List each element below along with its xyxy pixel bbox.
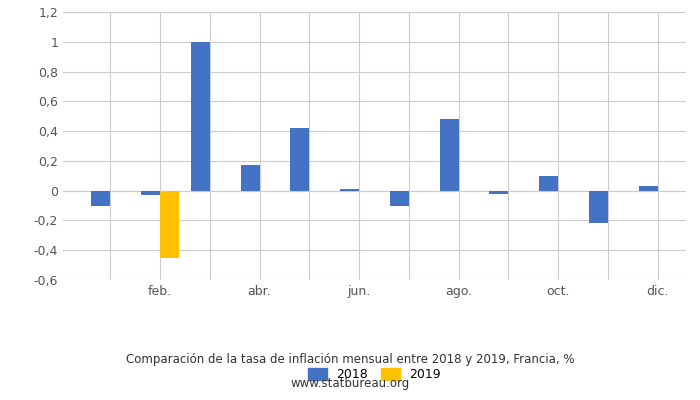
Bar [141, 191, 160, 195]
Bar [390, 191, 409, 206]
Text: Comparación de la tasa de inflación mensual entre 2018 y 2019, Francia, %: Comparación de la tasa de inflación mens… [126, 354, 574, 366]
Bar [241, 165, 260, 191]
Legend: 2018, 2019: 2018, 2019 [303, 363, 446, 386]
Bar [539, 176, 558, 191]
Bar [489, 191, 508, 194]
Bar [290, 128, 309, 191]
Bar [639, 186, 658, 191]
Bar [160, 191, 179, 258]
Text: www.statbureau.org: www.statbureau.org [290, 378, 410, 390]
Bar [589, 191, 608, 224]
Bar [340, 189, 359, 191]
Bar [91, 191, 110, 206]
Bar [440, 119, 459, 191]
Bar [191, 42, 210, 191]
